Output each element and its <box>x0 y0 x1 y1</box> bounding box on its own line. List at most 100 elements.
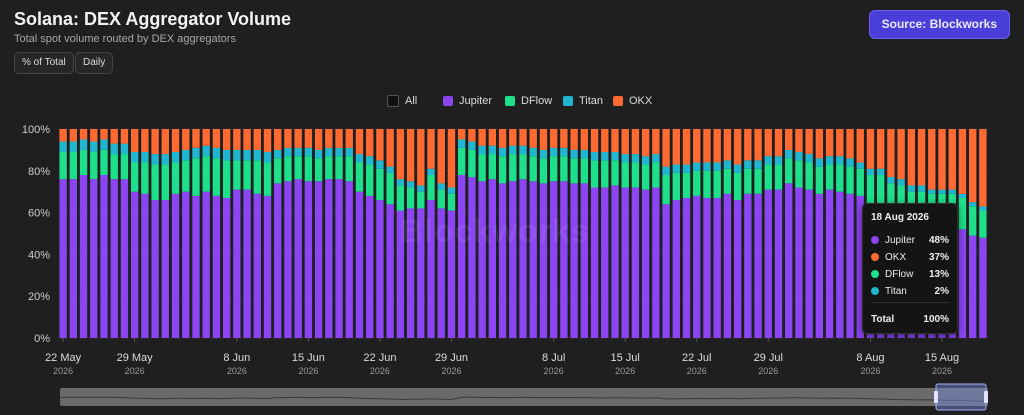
bar-okx-14 <box>202 129 210 146</box>
bar-dflow-14 <box>202 156 210 192</box>
bar-jupiter-18 <box>243 189 251 338</box>
bar-okx-70 <box>774 129 783 157</box>
bar-dflow-69 <box>764 164 772 190</box>
bar-dflow-3 <box>90 151 98 180</box>
bar-okx-56 <box>631 129 640 155</box>
bar-dflow-65 <box>723 168 732 194</box>
bar-jupiter-34 <box>406 208 415 338</box>
bar-jupiter-10 <box>161 200 169 338</box>
tooltip-total-label: Total <box>871 313 895 325</box>
bar-dflow-74 <box>815 166 824 194</box>
navigator-handle-left[interactable] <box>934 391 938 403</box>
bar-dflow-31 <box>376 168 384 201</box>
bar-dflow-40 <box>468 149 476 178</box>
bar-dflow-66 <box>733 172 742 201</box>
bar-okx-67 <box>744 129 752 161</box>
bar-dflow-89 <box>968 206 977 236</box>
x-tick-label: 15 Jun <box>292 352 325 364</box>
bar-titan-4 <box>100 139 108 150</box>
bar-dflow-25 <box>314 158 323 182</box>
bar-okx-36 <box>427 129 435 169</box>
bar-dflow-88 <box>958 197 967 230</box>
bar-titan-45 <box>519 145 527 155</box>
bar-titan-26 <box>325 147 333 157</box>
bar-jupiter-15 <box>212 195 221 338</box>
bar-jupiter-31 <box>376 200 384 338</box>
bar-dflow-21 <box>274 158 282 184</box>
bar-dflow-44 <box>509 154 517 182</box>
bar-okx-63 <box>703 129 711 163</box>
legend-swatch-titan <box>563 96 573 106</box>
bar-jupiter-72 <box>795 187 803 338</box>
legend-swatch-okx <box>613 96 623 106</box>
bar-okx-2 <box>79 129 88 140</box>
bar-okx-84 <box>917 129 926 186</box>
bar-jupiter-53 <box>601 187 609 338</box>
tooltip-value-titan: 2% <box>934 285 949 297</box>
bar-titan-88 <box>958 193 967 198</box>
bar-jupiter-39 <box>458 174 466 338</box>
bar-okx-22 <box>284 129 292 148</box>
bar-okx-71 <box>785 129 793 150</box>
bar-titan-43 <box>498 147 507 157</box>
daily-button[interactable]: Daily <box>75 52 114 74</box>
bar-jupiter-43 <box>498 183 507 338</box>
bar-titan-51 <box>580 149 588 159</box>
bar-titan-77 <box>846 158 854 167</box>
bar-dflow-27 <box>335 156 343 180</box>
tooltip-row-titan: Titan 2% <box>871 284 949 298</box>
navigator-selection[interactable] <box>935 383 987 411</box>
legend-item-titan[interactable]: Titan <box>563 95 603 107</box>
source-badge[interactable]: Source: Blockworks <box>868 10 1010 39</box>
x-tick-label: 15 Jul <box>611 352 640 364</box>
bar-dflow-48 <box>549 156 558 182</box>
bar-titan-21 <box>274 149 282 159</box>
legend-item-all[interactable]: All <box>387 95 417 107</box>
bar-okx-82 <box>897 129 905 180</box>
bar-jupiter-20 <box>263 195 272 338</box>
legend-item-jupiter[interactable]: Jupiter <box>443 95 492 107</box>
bar-jupiter-47 <box>539 183 548 338</box>
y-tick-label: 40% <box>28 249 50 261</box>
bar-jupiter-55 <box>621 187 629 338</box>
tooltip-row-jupiter: Jupiter 48% <box>871 233 949 247</box>
bar-okx-79 <box>866 129 875 169</box>
legend-item-okx[interactable]: OKX <box>613 95 652 107</box>
tooltip-dot-okx <box>871 253 879 261</box>
percent-of-total-button[interactable]: % of Total <box>14 52 74 74</box>
bar-dflow-19 <box>253 160 261 194</box>
bar-dflow-71 <box>785 158 793 184</box>
bar-okx-18 <box>243 129 251 150</box>
bar-dflow-0 <box>59 151 67 180</box>
bar-jupiter-66 <box>733 200 742 338</box>
x-tick-year: 2026 <box>687 366 707 376</box>
bar-dflow-54 <box>611 160 619 186</box>
bar-titan-78 <box>856 162 864 169</box>
legend-item-dflow[interactable]: DFlow <box>505 95 552 107</box>
bar-okx-48 <box>549 129 558 148</box>
bar-okx-42 <box>488 129 497 146</box>
bar-jupiter-2 <box>79 174 88 338</box>
bar-okx-27 <box>335 129 343 148</box>
x-tick-year: 2026 <box>758 366 778 376</box>
bar-okx-6 <box>120 129 129 144</box>
chart-title: Solana: DEX Aggregator Volume <box>14 9 292 29</box>
navigator-handle-right[interactable] <box>984 391 988 403</box>
bar-dflow-51 <box>580 158 588 184</box>
bar-titan-37 <box>437 183 445 190</box>
bar-titan-7 <box>130 151 139 163</box>
bar-titan-41 <box>478 145 486 155</box>
bar-dflow-32 <box>386 172 394 205</box>
bar-jupiter-25 <box>314 181 323 338</box>
tooltip-row-dflow: DFlow 13% <box>871 267 949 281</box>
bar-titan-53 <box>601 151 609 161</box>
tooltip-date: 18 Aug 2026 <box>871 212 929 223</box>
bar-okx-47 <box>539 129 548 150</box>
bar-dflow-64 <box>713 170 721 198</box>
x-tick-year: 2026 <box>227 366 247 376</box>
bar-okx-54 <box>611 129 619 152</box>
bar-okx-33 <box>396 129 405 180</box>
bar-okx-35 <box>417 129 425 186</box>
legend-label-jupiter: Jupiter <box>459 95 493 107</box>
x-tick-label: 22 May <box>45 352 82 364</box>
